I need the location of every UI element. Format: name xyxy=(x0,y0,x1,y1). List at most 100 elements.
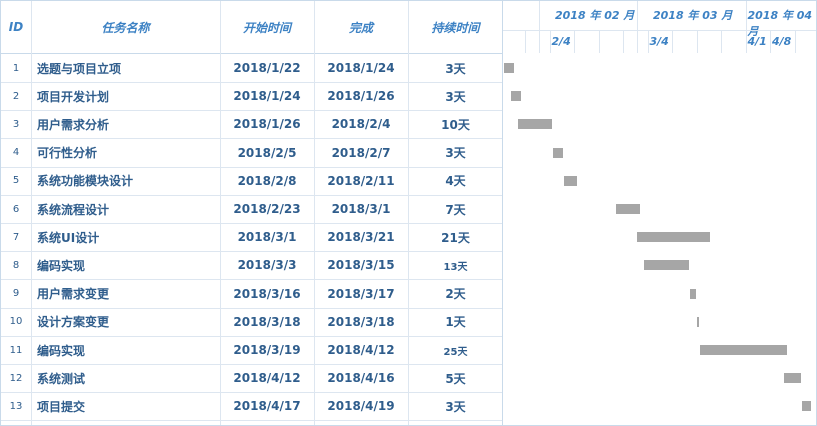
task-name: 用户需求分析 xyxy=(37,117,110,132)
task-end: 2018/3/1 xyxy=(331,202,391,216)
task-end: 2018/2/11 xyxy=(327,173,395,188)
week-label: 4/1 xyxy=(747,35,767,48)
table-row[interactable]: 10 设计方案变更 2018/3/18 2018/3/18 1天 xyxy=(1,308,503,337)
task-name: 项目开发计划 xyxy=(37,89,110,104)
task-start: 2018/4/17 xyxy=(233,399,301,414)
task-end: 2018/1/26 xyxy=(327,89,395,104)
task-id: 3 xyxy=(12,118,20,130)
task-duration: 13天 xyxy=(443,261,468,273)
week-gridline xyxy=(745,31,747,53)
month-label: 2018 年 03 月 xyxy=(653,9,733,22)
task-name: 系统UI设计 xyxy=(37,230,100,245)
task-name: 用户需求变更 xyxy=(37,287,110,302)
task-start: 2018/2/23 xyxy=(233,202,301,216)
task-bar[interactable] xyxy=(696,316,699,327)
task-bar[interactable] xyxy=(637,232,710,243)
table-row[interactable]: 6 系统流程设计 2018/2/23 2018/3/1 7天 xyxy=(1,195,503,224)
week-gridline xyxy=(598,31,600,53)
task-name: 系统流程设计 xyxy=(37,202,110,217)
task-name: 系统测试 xyxy=(37,371,86,386)
task-id: 2 xyxy=(12,90,20,102)
header-end-time[interactable]: 完成 xyxy=(348,20,373,35)
task-start: 2018/1/26 xyxy=(233,117,301,132)
week-gridline xyxy=(721,31,722,53)
task-duration: 2天 xyxy=(445,287,466,302)
task-bar[interactable] xyxy=(616,204,640,214)
task-bar[interactable] xyxy=(511,91,521,102)
table-row[interactable]: 11 编码实现 2018/3/19 2018/4/12 25天 xyxy=(1,336,503,365)
task-duration: 7天 xyxy=(445,202,466,217)
header-start-time[interactable]: 开始时间 xyxy=(242,20,291,35)
task-start: 2018/1/22 xyxy=(233,61,301,75)
week-label: 3/4 xyxy=(649,35,669,48)
task-start: 2018/1/24 xyxy=(233,89,301,104)
task-id: 7 xyxy=(12,231,20,243)
task-start: 2018/3/18 xyxy=(233,314,301,329)
task-name: 编码实现 xyxy=(37,258,86,273)
table-header: ID 任务名称 开始时间 完成 持续时间 xyxy=(1,1,503,54)
week-label: 2/4 xyxy=(551,35,571,48)
header-id[interactable]: ID xyxy=(8,20,24,34)
task-name: 系统功能模块设计 xyxy=(37,174,134,189)
task-bar[interactable] xyxy=(518,119,552,130)
week-gridline xyxy=(794,31,796,53)
task-start: 2018/3/1 xyxy=(237,230,297,245)
column-divider xyxy=(314,1,315,425)
column-divider xyxy=(31,1,32,425)
week-gridline xyxy=(770,31,771,53)
month-divider xyxy=(745,1,747,53)
week-gridline xyxy=(623,31,624,53)
task-end: 2018/2/7 xyxy=(331,145,391,160)
week-gridline xyxy=(696,31,698,53)
week-label: 4/8 xyxy=(772,35,792,48)
month-label: 2018 年 04 月 xyxy=(747,9,813,38)
task-end: 2018/4/19 xyxy=(327,399,395,414)
task-duration: 3天 xyxy=(445,61,466,76)
table-row[interactable]: 9 用户需求变更 2018/3/16 2018/3/17 2天 xyxy=(1,280,503,309)
task-end: 2018/1/24 xyxy=(327,61,395,75)
table-row[interactable]: 4 可行性分析 2018/2/5 2018/2/7 3天 xyxy=(1,139,503,168)
month-label: 2018 年 02 月 xyxy=(555,9,635,22)
task-id: 5 xyxy=(12,175,20,187)
table-row[interactable]: 7 系统UI设计 2018/3/1 2018/3/21 21天 xyxy=(1,223,503,253)
task-bar[interactable] xyxy=(689,288,696,299)
task-end: 2018/3/18 xyxy=(327,314,395,329)
table-row[interactable]: 3 用户需求分析 2018/1/26 2018/2/4 10天 xyxy=(1,110,503,140)
task-start: 2018/3/19 xyxy=(233,343,301,357)
table-row[interactable]: 2 项目开发计划 2018/1/24 2018/1/26 3天 xyxy=(1,82,503,112)
table-row[interactable]: 12 系统测试 2018/4/12 2018/4/16 5天 xyxy=(1,364,503,394)
month-divider xyxy=(539,1,540,53)
task-name: 编码实现 xyxy=(37,343,86,358)
task-end: 2018/2/4 xyxy=(331,117,391,132)
table-row[interactable]: 1 选题与项目立项 2018/1/22 2018/1/24 3天 xyxy=(1,54,503,83)
task-id: 12 xyxy=(9,372,23,384)
week-gridline xyxy=(574,31,575,53)
task-end: 2018/4/12 xyxy=(327,343,395,357)
task-id: 13 xyxy=(9,400,23,412)
table-row[interactable]: 13 项目提交 2018/4/17 2018/4/19 3天 xyxy=(1,392,503,422)
task-duration: 3天 xyxy=(445,146,466,161)
task-bar[interactable] xyxy=(504,63,514,73)
task-bar[interactable] xyxy=(801,401,811,412)
task-bar[interactable] xyxy=(553,147,563,158)
task-bar[interactable] xyxy=(700,345,787,355)
table-row[interactable]: 8 编码实现 2018/3/3 2018/3/15 13天 xyxy=(1,251,503,281)
task-bar[interactable] xyxy=(644,260,689,271)
header-task-name[interactable]: 任务名称 xyxy=(101,20,150,35)
week-gridline xyxy=(525,31,526,53)
task-name: 设计方案变更 xyxy=(37,315,110,330)
task-end: 2018/3/15 xyxy=(327,258,395,273)
task-duration: 1天 xyxy=(445,315,466,330)
task-bar[interactable] xyxy=(563,175,577,186)
task-id: 1 xyxy=(12,62,20,74)
table-row[interactable]: 5 系统功能模块设计 2018/2/8 2018/2/11 4天 xyxy=(1,167,503,196)
task-start: 2018/3/3 xyxy=(237,258,297,273)
task-table: ID 任务名称 开始时间 完成 持续时间 1 选题与项目立项 2018/1/22 20… xyxy=(1,1,503,425)
task-bar[interactable] xyxy=(784,373,801,384)
column-divider xyxy=(502,1,503,425)
header-duration[interactable]: 持续时间 xyxy=(431,20,480,35)
timeline-pane: 2018 年 02 月 2018 年 03 月 2018 年 04 月 2/4 3/4… xyxy=(503,1,816,425)
task-end: 2018/4/16 xyxy=(327,371,395,386)
task-name: 选题与项目立项 xyxy=(37,61,122,76)
